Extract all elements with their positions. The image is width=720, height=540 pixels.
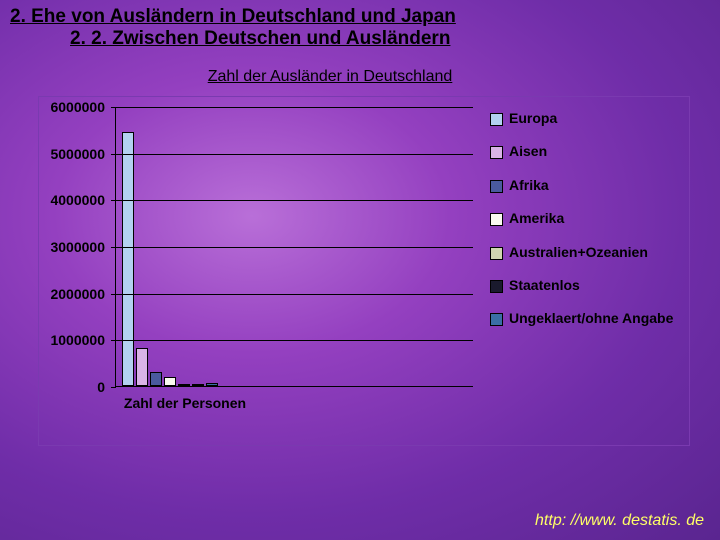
section-heading: 2. Ehe von Ausländern in Deutschland und… [0, 0, 720, 28]
subsection-heading: 2. 2. Zwischen Deutschen und Ausländern [0, 28, 720, 50]
y-tick-mark [111, 294, 116, 295]
legend-label: Europa [509, 111, 557, 126]
y-tick-label: 1000000 [50, 332, 105, 348]
legend-swatch [490, 146, 503, 159]
chart-container: 0 1000000 2000000 3000000 4000000 5000000 6000… [38, 96, 690, 446]
legend-swatch [490, 247, 503, 260]
legend-label: Ungeklaert/ohne Angabe [509, 311, 673, 326]
legend-label: Staatenlos [509, 278, 580, 293]
legend-item: Aisen [490, 144, 683, 159]
legend-item: Ungeklaert/ohne Angabe [490, 311, 683, 326]
legend-swatch [490, 180, 503, 193]
source-link[interactable]: http: //www. destatis. de [535, 512, 704, 530]
bar [150, 372, 162, 386]
legend-label: Australien+Ozeanien [509, 245, 648, 260]
legend-swatch [490, 113, 503, 126]
y-axis: 0100000020000003000000400000050000006000… [39, 107, 111, 387]
gridline [116, 340, 473, 341]
y-tick-mark [111, 107, 116, 108]
legend-label: Aisen [509, 144, 547, 159]
y-tick-label: 3000000 [50, 239, 105, 255]
legend-item: Amerika [490, 211, 683, 226]
y-tick-label: 2000000 [50, 286, 105, 302]
legend-swatch [490, 313, 503, 326]
y-tick-label: 0 [97, 379, 105, 395]
legend-item: Staatenlos [490, 278, 683, 293]
bar [122, 132, 134, 386]
y-tick-label: 5000000 [50, 146, 105, 162]
legend-swatch [490, 280, 503, 293]
bar [192, 384, 204, 386]
y-tick-label: 6000000 [50, 99, 105, 115]
chart-title: Zahl der Ausländer in Deutschland [90, 68, 570, 86]
bar [178, 384, 190, 386]
legend-item: Europa [490, 111, 683, 126]
y-tick-mark [111, 340, 116, 341]
legend-item: Afrika [490, 178, 683, 193]
y-tick-label: 4000000 [50, 192, 105, 208]
bars-group [122, 132, 218, 386]
y-tick-mark [111, 387, 116, 388]
x-axis-label: Zahl der Personen [115, 395, 255, 411]
bar [164, 377, 176, 386]
bar [136, 348, 148, 386]
gridline [116, 294, 473, 295]
y-tick-mark [111, 247, 116, 248]
legend-label: Amerika [509, 211, 564, 226]
gridline [116, 154, 473, 155]
y-tick-mark [111, 154, 116, 155]
plot-area [115, 107, 473, 387]
legend-panel: Europa Aisen Afrika Amerika Australien+Ozean… [484, 97, 689, 445]
legend: Europa Aisen Afrika Amerika Australien+Ozean… [490, 111, 683, 327]
legend-swatch [490, 213, 503, 226]
plot-side: 0 1000000 2000000 3000000 4000000 5000000 6000… [39, 97, 484, 445]
y-tick-mark [111, 200, 116, 201]
gridline [116, 247, 473, 248]
gridline [116, 200, 473, 201]
bar [206, 383, 218, 386]
gridline [116, 107, 473, 108]
legend-item: Australien+Ozeanien [490, 245, 683, 260]
legend-label: Afrika [509, 178, 549, 193]
